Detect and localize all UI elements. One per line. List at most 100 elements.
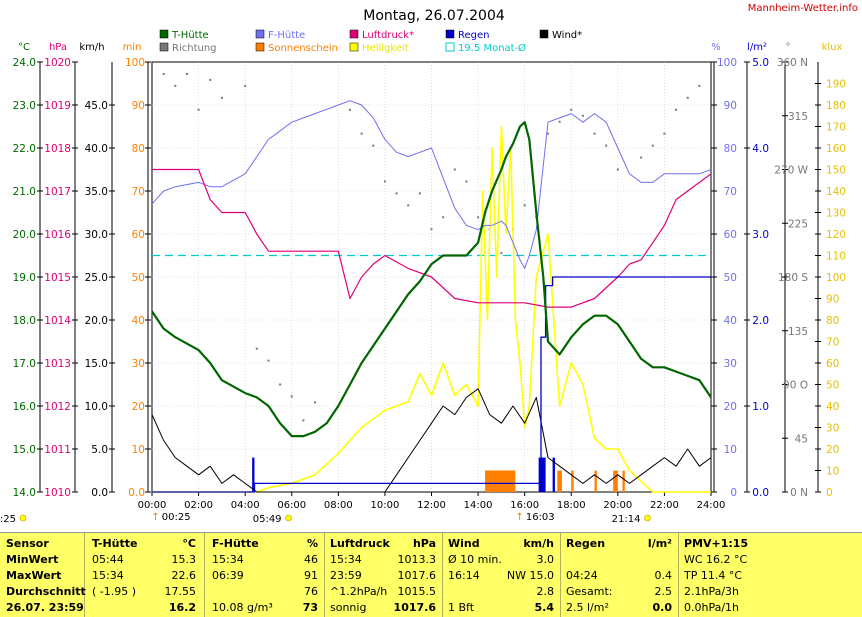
y-tick-label-sunshine: 20: [132, 401, 145, 413]
sunshine-bar: [557, 470, 562, 492]
legend-swatch: [445, 29, 455, 39]
table-cell: 15:34: [330, 553, 362, 566]
table-cell: 16:14: [448, 569, 480, 582]
y-tick-label-direction: 90 O: [783, 380, 808, 392]
y-tick-label-humidity: 10: [724, 444, 737, 456]
table-cell: NW 15.0: [506, 569, 554, 582]
wind-direction-dot: [651, 144, 654, 147]
y-tick-label-temp: 21.0: [13, 186, 36, 198]
y-tick-label-wind: 10.0: [85, 401, 108, 413]
time-marker-label: 00:25: [162, 512, 191, 523]
y-tick-label-brightness: 100: [826, 272, 846, 284]
y-tick-label-wind: 15.0: [85, 358, 108, 370]
y-tick-label-brightness: 110: [826, 251, 846, 263]
table-header-cell: l/m²: [647, 537, 672, 550]
wind-direction-dot: [162, 72, 165, 75]
y-tick-label-humidity: 20: [724, 401, 737, 413]
y-tick-label-direction: 45: [795, 433, 808, 445]
rain-bar: [538, 457, 546, 492]
table-cell: 1017.6: [397, 569, 437, 582]
table-separator: [84, 533, 85, 617]
time-marker-sun: [285, 514, 292, 522]
table-cell: ( -1.95 ): [92, 585, 137, 598]
y-tick-label-humidity: 80: [724, 143, 737, 155]
y-tick-label-wind: 35.0: [85, 186, 108, 198]
table-cell: WC 16.2 °C: [684, 553, 748, 566]
y-tick-label-temp: 18.0: [13, 315, 36, 327]
y-tick-label-humidity: 100: [717, 57, 737, 69]
table-cell: 5.4: [534, 601, 555, 614]
y-tick-label-temp: 15.0: [13, 444, 36, 456]
rain-bar: [252, 457, 255, 492]
y-tick-label-pressure: 1015: [44, 272, 71, 284]
y-tick-label-sunshine: 80: [132, 143, 145, 155]
wind-direction-dot: [360, 132, 363, 135]
y-tick-label-humidity: 90: [724, 100, 737, 112]
y-tick-label-sunshine: 10: [132, 444, 145, 456]
y-tick-label-direction: 180 S: [778, 272, 808, 284]
table-header-cell: Sensor: [6, 537, 49, 550]
y-tick-label-brightness: 120: [826, 229, 846, 241]
stats-panel: Sensor T-Hütte °C F-Hütte% Luftdruck hPa Wind k…: [0, 532, 862, 617]
y-tick-label-brightness: 170: [826, 122, 846, 134]
y-tick-label-direction: 0 N: [790, 487, 808, 499]
y-tick-label-brightness: 60: [826, 358, 839, 370]
x-tick-label: 20:00: [603, 500, 632, 511]
site-link[interactable]: Mannheim-Wetter.info: [748, 3, 858, 14]
wind-direction-dot: [675, 108, 678, 111]
x-tick-label: 24:00: [697, 500, 726, 511]
x-tick-label: 06:00: [277, 500, 306, 511]
y-tick-label-direction: 135: [788, 326, 808, 338]
table-cell: 2.5 l/m²: [566, 601, 609, 614]
unit-humidity: %: [711, 42, 721, 53]
legend-label: Luftdruck*: [362, 30, 414, 41]
x-tick-label: 00:00: [138, 500, 167, 511]
legend-label: Wind*: [552, 30, 582, 41]
table-cell: 05:44: [92, 553, 124, 566]
y-tick-label-pressure: 1010: [44, 487, 71, 499]
table-cell: 0.0: [652, 601, 673, 614]
time-marker-arrow: ↑: [151, 512, 159, 523]
time-marker-label: 05:49: [253, 514, 282, 525]
x-tick-label: 08:00: [324, 500, 353, 511]
wind-direction-dot: [220, 96, 223, 99]
y-tick-label-sunshine: 60: [132, 229, 145, 241]
wind-direction-dot: [302, 419, 305, 422]
wind-direction-dot: [640, 156, 643, 159]
table-cell: 1 Bft: [448, 601, 475, 614]
legend-swatch: [159, 29, 169, 39]
table-header-cell: PMV+1:15: [684, 537, 749, 550]
y-tick-label-sunshine: 0.0: [128, 487, 145, 499]
y-tick-label-humidity: 40: [724, 315, 737, 327]
y-tick-label-brightness: 130: [826, 208, 846, 220]
y-tick-label-rain: 3.0: [752, 229, 769, 241]
weather-chart: Montag, 26.07.2004 Mannheim-Wetter.info …: [0, 3, 858, 525]
sunshine-bar: [594, 470, 597, 492]
y-tick-label-rain: 0.0: [752, 487, 769, 499]
y-tick-label-humidity: 60: [724, 229, 737, 241]
y-tick-label-humidity: 0: [730, 487, 737, 499]
wind-direction-dot: [465, 180, 468, 183]
table-header-cell: Regen: [566, 537, 606, 550]
wind-direction-dot: [500, 252, 503, 255]
unit-sunshine: min: [123, 42, 142, 53]
unit-brightness: klux: [822, 42, 843, 53]
y-tick-label-brightness: 140: [826, 186, 846, 198]
y-tick-label-brightness: 50: [826, 380, 839, 392]
table-cell: 06:39: [212, 569, 244, 582]
series-helligkeit: [152, 125, 711, 493]
y-tick-label-pressure: 1019: [44, 100, 71, 112]
y-tick-label-rain: 2.0: [752, 315, 769, 327]
y-tick-label-brightness: 90: [826, 294, 839, 306]
wind-direction-dot: [430, 228, 433, 231]
legend-label: Sonnenschein: [268, 43, 338, 54]
y-tick-label-sunshine: 100: [125, 57, 145, 69]
x-tick-label: 04:00: [231, 500, 260, 511]
unit-wind: km/h: [79, 42, 104, 53]
y-tick-label-temp: 19.0: [13, 272, 36, 284]
legend-label: 19.5 Monat-Ø: [458, 42, 526, 54]
table-cell: 15:34: [212, 553, 244, 566]
y-tick-label-brightness: 20: [826, 444, 839, 456]
table-cell: 04:24: [566, 569, 598, 582]
